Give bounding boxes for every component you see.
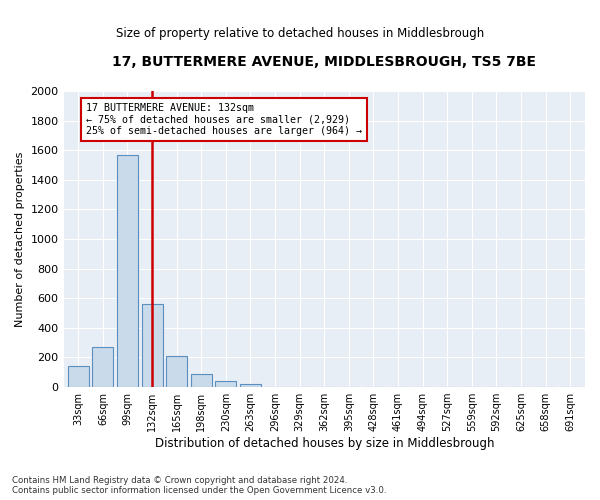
Title: 17, BUTTERMERE AVENUE, MIDDLESBROUGH, TS5 7BE: 17, BUTTERMERE AVENUE, MIDDLESBROUGH, TS…: [112, 55, 536, 69]
Bar: [142, 304, 163, 387]
Bar: [240, 384, 261, 387]
X-axis label: Distribution of detached houses by size in Middlesbrough: Distribution of detached houses by size …: [155, 437, 494, 450]
Y-axis label: Number of detached properties: Number of detached properties: [15, 152, 25, 326]
Bar: [117, 154, 138, 387]
Bar: [215, 381, 236, 387]
Bar: [92, 347, 113, 387]
Bar: [191, 374, 212, 387]
Text: Size of property relative to detached houses in Middlesbrough: Size of property relative to detached ho…: [116, 28, 484, 40]
Bar: [68, 366, 89, 387]
Text: 17 BUTTERMERE AVENUE: 132sqm
← 75% of detached houses are smaller (2,929)
25% of: 17 BUTTERMERE AVENUE: 132sqm ← 75% of de…: [86, 103, 362, 136]
Bar: [166, 356, 187, 387]
Text: Contains HM Land Registry data © Crown copyright and database right 2024.
Contai: Contains HM Land Registry data © Crown c…: [12, 476, 386, 495]
